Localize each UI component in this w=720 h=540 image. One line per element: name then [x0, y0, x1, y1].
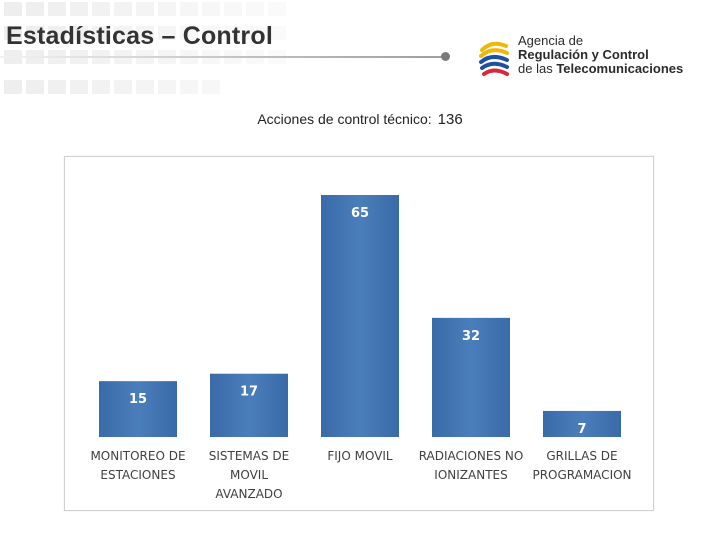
decorative-square: [92, 80, 110, 94]
decorative-square: [26, 2, 44, 16]
category-label-4-line-1: PROGRAMACION: [532, 468, 631, 482]
category-label-3-line-0: RADIACIONES NO: [419, 449, 524, 463]
agency-logo-icon: [479, 41, 509, 76]
summary-line: Acciones de control técnico: 136: [0, 111, 720, 128]
bar-value-label-3: 32: [462, 329, 480, 344]
bar-value-label-1: 17: [240, 385, 258, 400]
bar-value-label-2: 65: [351, 206, 369, 221]
decorative-square: [136, 80, 154, 94]
logo-line-2: Regulación y Control: [518, 47, 649, 62]
decorative-square: [48, 26, 66, 40]
decorative-square: [70, 26, 88, 40]
logo-line-3: de las Telecomunicaciones: [518, 62, 698, 76]
category-label-0-line-0: MONITOREO DE: [90, 449, 185, 463]
decorative-square: [202, 2, 220, 16]
bar-chart: 15 MONITOREO DE ESTACIONES 17 SISTEMAS DE MOV…: [64, 156, 654, 511]
bar-value-label-4: 7: [577, 422, 586, 437]
decorative-square: [48, 80, 66, 94]
decorative-square: [136, 26, 154, 40]
decorative-square: [202, 26, 220, 40]
bar-2: [321, 195, 399, 437]
decorative-square: [26, 80, 44, 94]
decorative-square: [4, 26, 22, 40]
decorative-square: [136, 2, 154, 16]
decorative-square: [180, 26, 198, 40]
decorative-square: [114, 2, 132, 16]
category-label-3-line-1: IONIZANTES: [434, 468, 507, 482]
decorative-square: [70, 80, 88, 94]
logo-line-1: Agencia de: [518, 33, 584, 48]
decorative-square: [4, 80, 22, 94]
bar-3: [432, 317, 510, 437]
title-divider-dot: [441, 52, 450, 61]
agency-logo: Agencia de Regulación y Control de las T…: [476, 34, 696, 82]
category-label-4-line-0: GRILLAS DE: [546, 449, 617, 463]
decorative-square: [180, 80, 198, 94]
decorative-square: [70, 2, 88, 16]
decorative-square: [26, 26, 44, 40]
decorative-square: [158, 2, 176, 16]
decorative-square: [268, 2, 286, 16]
category-label-0-line-1: ESTACIONES: [100, 468, 175, 482]
decorative-square: [202, 80, 220, 94]
logo-line-3-prefix: de las: [518, 61, 557, 76]
decorative-square: [224, 2, 242, 16]
decorative-square: [92, 26, 110, 40]
decorative-square: [48, 2, 66, 16]
decorative-square: [114, 80, 132, 94]
decorative-square: [114, 26, 132, 40]
decorative-square: [246, 2, 264, 16]
page-title: Estadísticas – Control: [6, 22, 273, 50]
decorative-square: [246, 26, 264, 40]
category-label-1-line-2: AVANZADO: [215, 487, 282, 501]
decorative-square: [224, 26, 242, 40]
decorative-square: [268, 26, 286, 40]
summary-total: 136: [437, 111, 463, 128]
category-label-2-line-0: FIJO MOVIL: [327, 449, 393, 463]
decorative-square: [92, 2, 110, 16]
bar-0: [99, 381, 177, 437]
decorative-square: [180, 2, 198, 16]
decorative-square: [4, 2, 22, 16]
bar-1: [210, 373, 288, 437]
decorative-square: [158, 80, 176, 94]
logo-line-3-bold: Telecomunicaciones: [556, 61, 684, 76]
category-label-1-line-0: SISTEMAS DE: [209, 449, 290, 463]
bar-value-label-0: 15: [129, 392, 147, 407]
category-label-1-line-1: MOVIL: [230, 468, 268, 482]
summary-label: Acciones de control técnico:: [257, 111, 432, 127]
decorative-square: [158, 26, 176, 40]
bar-chart-svg: 15 MONITOREO DE ESTACIONES 17 SISTEMAS DE MOV…: [90, 195, 632, 501]
bar-4: [543, 410, 621, 437]
title-divider: [0, 56, 445, 58]
